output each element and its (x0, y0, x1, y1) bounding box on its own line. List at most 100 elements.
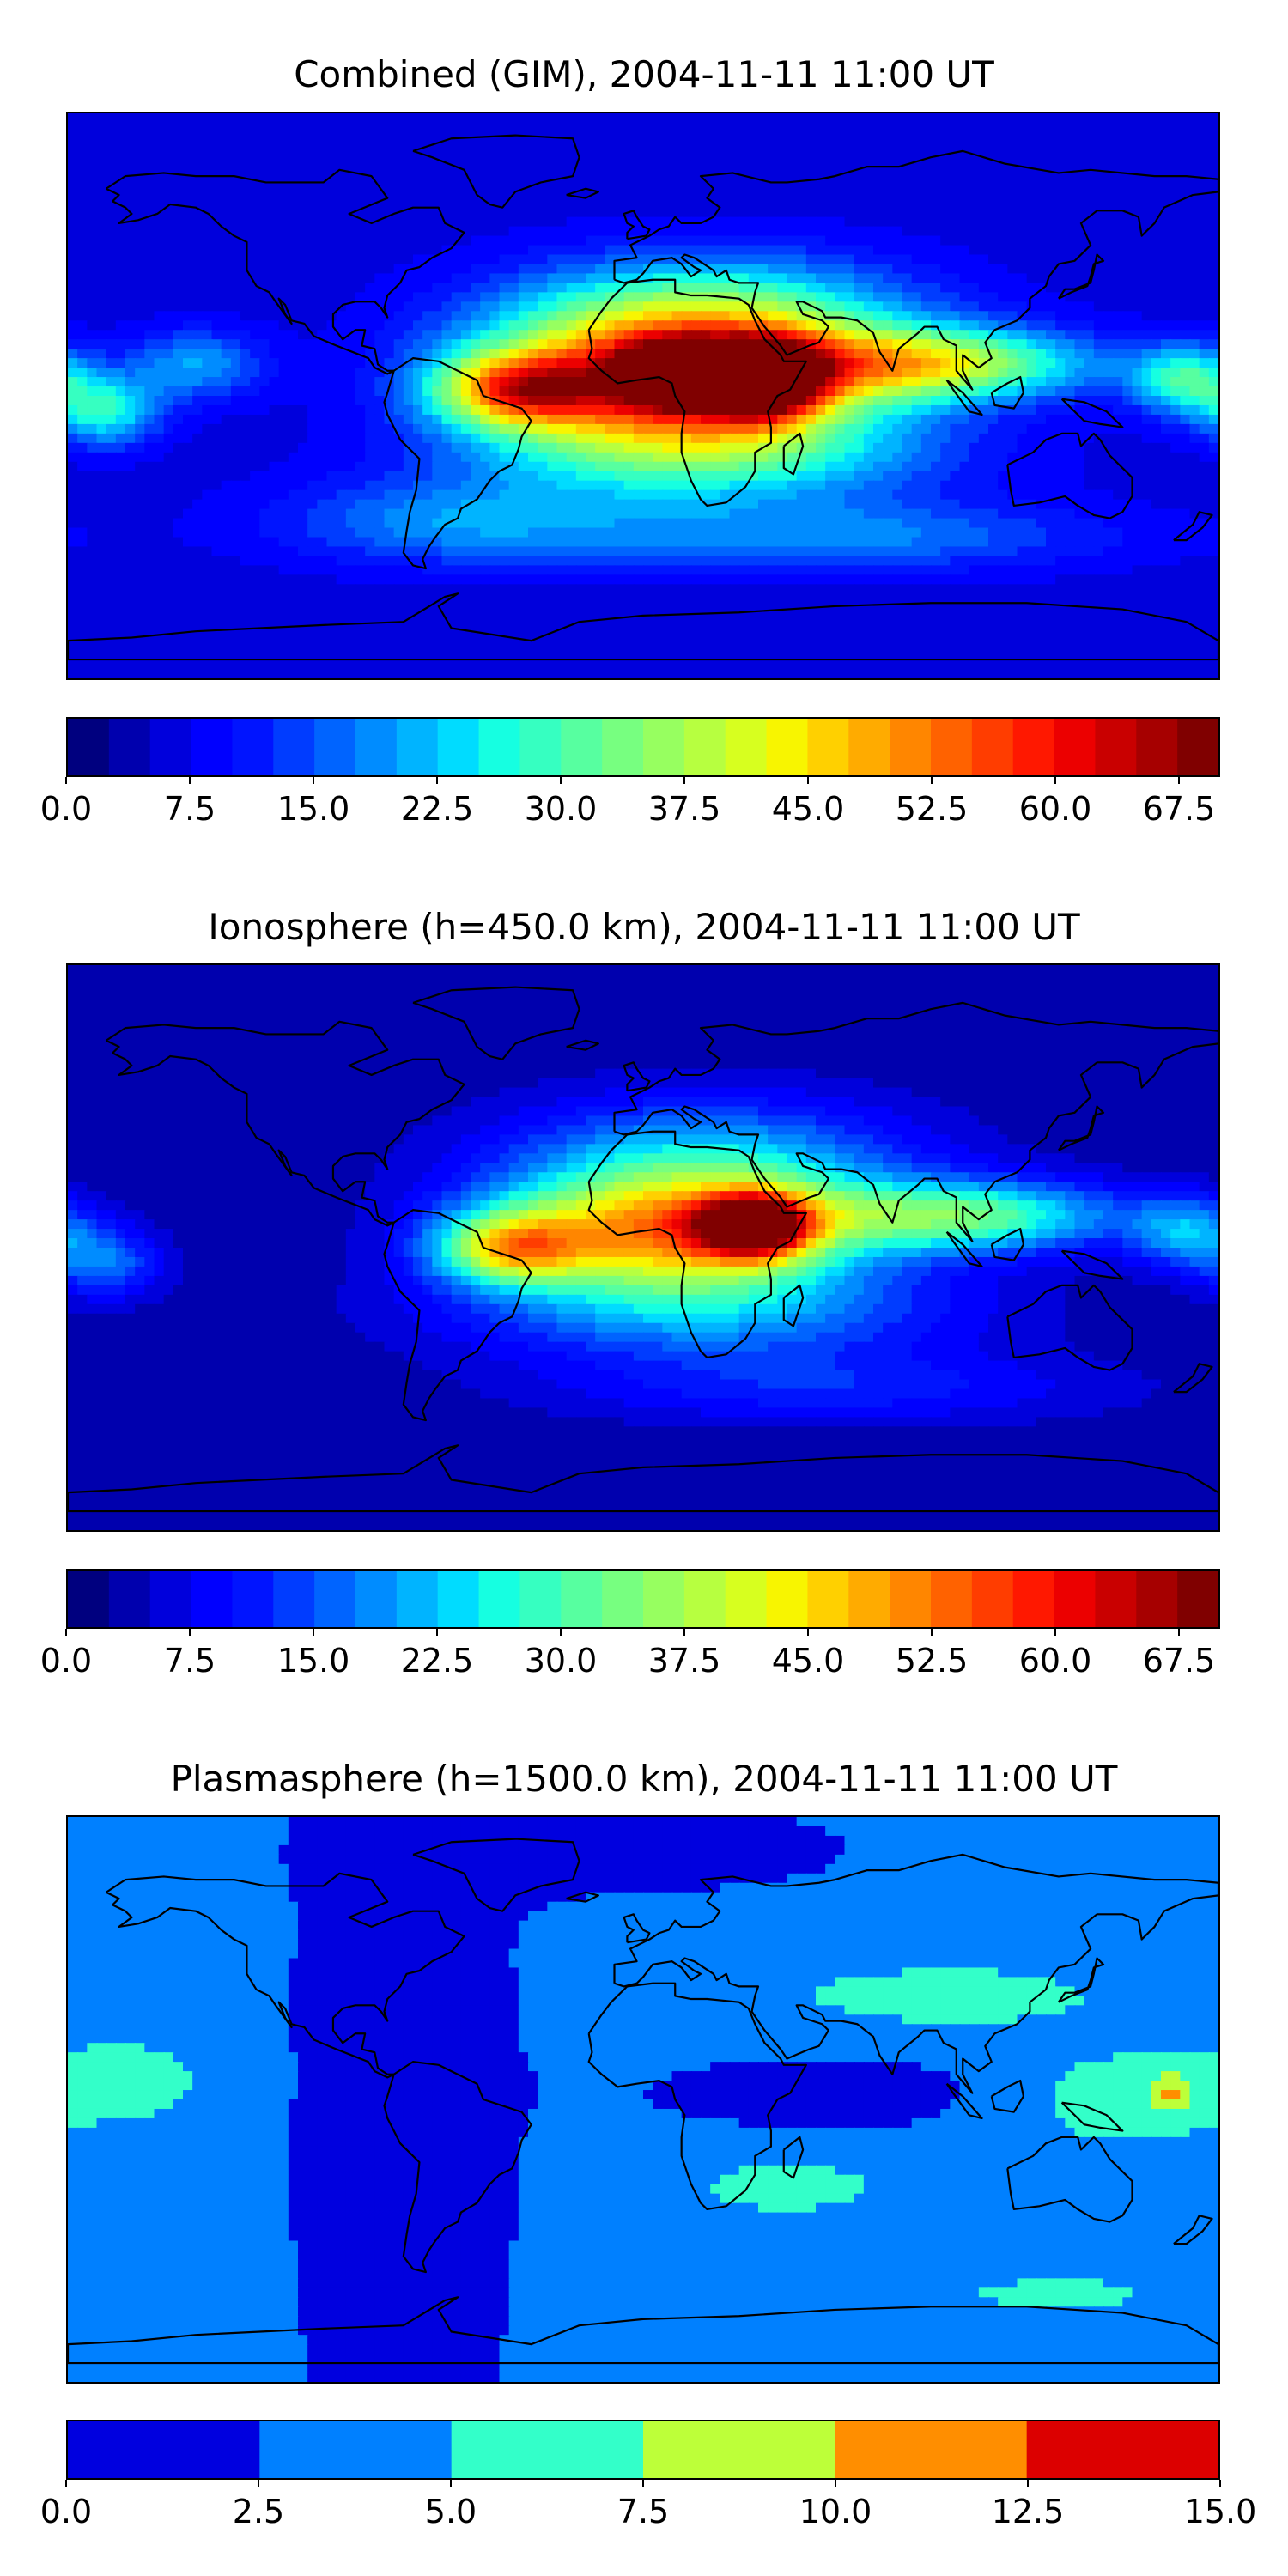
heatmap-cell (528, 216, 539, 228)
heatmap-cell (854, 264, 865, 275)
heatmap-cell (374, 489, 386, 501)
heatmap-cell (518, 226, 530, 237)
heatmap-cell (614, 442, 625, 453)
heatmap-cell (115, 160, 127, 171)
heatmap-cell (230, 480, 242, 491)
heatmap-cell (508, 489, 519, 501)
heatmap-cell (211, 122, 222, 134)
heatmap-cell (633, 320, 645, 331)
heatmap-cell (499, 301, 510, 313)
heatmap-cell (911, 264, 922, 275)
heatmap-cell (825, 273, 836, 284)
heatmap-cell (854, 301, 865, 313)
heatmap-cell (326, 471, 337, 482)
heatmap-cell (240, 368, 252, 379)
heatmap-cell (854, 349, 865, 360)
heatmap-cell (393, 122, 404, 134)
heatmap-cell (538, 273, 549, 284)
heatmap-cell (480, 197, 491, 209)
heatmap-cell (844, 141, 855, 152)
heatmap-cell (77, 330, 88, 341)
heatmap-cell (662, 414, 673, 425)
heatmap-cell (278, 414, 289, 425)
heatmap-cell (278, 122, 289, 134)
heatmap-cell (125, 179, 137, 190)
heatmap-cell (978, 442, 990, 453)
heatmap-cell (307, 358, 319, 369)
heatmap-cell (202, 131, 213, 143)
heatmap-cell (1084, 226, 1095, 237)
heatmap-cell (614, 433, 625, 444)
heatmap-cell (1113, 207, 1124, 218)
heatmap-cell (298, 349, 309, 360)
heatmap-cell (1084, 188, 1095, 199)
heatmap-cell (671, 311, 683, 322)
heatmap-cell (106, 254, 117, 265)
heatmap-cell (115, 471, 127, 482)
heatmap-cell (816, 264, 827, 275)
heatmap-cell (681, 273, 692, 284)
heatmap-cell (690, 113, 702, 125)
heatmap-cell (413, 330, 424, 341)
heatmap-cell (192, 150, 204, 161)
heatmap-cell (307, 273, 319, 284)
heatmap-cell (183, 386, 194, 398)
heatmap-cell (230, 377, 242, 388)
heatmap-cell (710, 414, 721, 425)
heatmap-cell (183, 339, 194, 350)
heatmap-cell (317, 292, 328, 303)
heatmap-cell (471, 254, 482, 265)
heatmap-cell (269, 197, 280, 209)
heatmap-cell (144, 160, 155, 171)
heatmap-cell (777, 311, 788, 322)
heatmap-cell (326, 131, 337, 143)
heatmap-cell (518, 160, 530, 171)
heatmap-cell (221, 301, 232, 313)
heatmap-cell (422, 452, 434, 463)
heatmap-cell (556, 150, 568, 161)
heatmap-cell (758, 292, 769, 303)
heatmap-cell (1055, 386, 1066, 398)
heatmap-cell (106, 113, 117, 125)
heatmap-cell (480, 414, 491, 425)
heatmap-cell (547, 283, 558, 294)
heatmap-cell (633, 226, 645, 237)
heatmap-cell (710, 489, 721, 501)
heatmap-cell (931, 339, 942, 350)
heatmap-cell (653, 216, 664, 228)
heatmap-cell (374, 349, 386, 360)
heatmap-cell (892, 113, 903, 125)
heatmap-cell (1151, 489, 1163, 501)
heatmap-cell (671, 480, 683, 491)
heatmap-cell (978, 197, 990, 209)
heatmap-cell (681, 489, 692, 501)
heatmap-cell (68, 377, 79, 388)
heatmap-cell (854, 273, 865, 284)
heatmap-cell (547, 216, 558, 228)
heatmap-cell (1007, 113, 1018, 125)
heatmap-cell (1199, 433, 1210, 444)
heatmap-cell (1065, 480, 1076, 491)
heatmap-cell (278, 396, 289, 407)
heatmap-cell (575, 254, 587, 265)
heatmap-cell (690, 414, 702, 425)
heatmap-cell (844, 283, 855, 294)
heatmap-cell (1065, 320, 1076, 331)
heatmap-cell (1103, 188, 1115, 199)
heatmap-cell (796, 169, 807, 180)
heatmap-cell (211, 396, 222, 407)
heatmap-cell (805, 452, 817, 463)
heatmap-cell (1084, 311, 1095, 322)
heatmap-cell (441, 368, 453, 379)
heatmap-cell (298, 216, 309, 228)
heatmap-cell (931, 160, 942, 171)
heatmap-cell (595, 368, 606, 379)
heatmap-cell (183, 489, 194, 501)
heatmap-cell (768, 188, 779, 199)
heatmap-cell (768, 131, 779, 143)
heatmap-cell (393, 264, 404, 275)
heatmap-cell (1026, 245, 1037, 256)
heatmap-cell (403, 404, 415, 416)
heatmap-cell (1046, 452, 1057, 463)
heatmap-cell (940, 264, 951, 275)
